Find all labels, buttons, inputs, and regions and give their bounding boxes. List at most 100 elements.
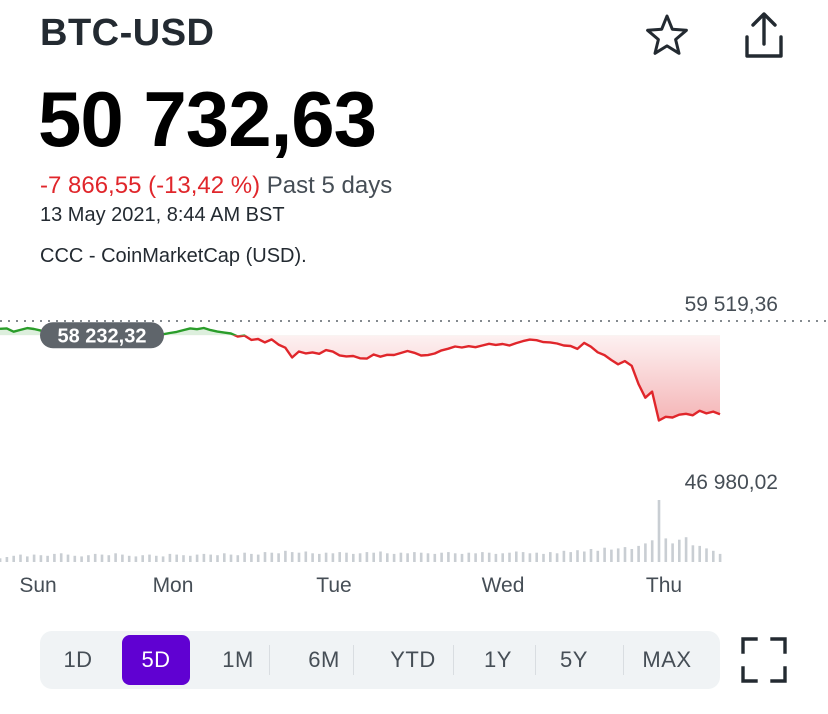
volume-bar [236, 555, 240, 562]
volume-bar [141, 555, 144, 562]
volume-bar [209, 554, 212, 562]
x-axis-label: Thu [646, 574, 682, 597]
range-separator [623, 645, 624, 675]
price-chart[interactable]: 58 232,32 59 519,36 46 980,02 Sun Mon Tue Wed T… [0, 280, 828, 610]
x-axis-label: Tue [316, 574, 351, 597]
volume-bar [684, 537, 688, 562]
volume-bar [66, 554, 70, 562]
volume-bar [718, 553, 722, 562]
range-tab-5d[interactable]: 5D [122, 635, 190, 685]
x-axis-label: Sun [19, 574, 56, 597]
volume-bar [5, 557, 9, 562]
volume-bar [521, 552, 525, 562]
volume-bar [623, 547, 627, 562]
volume-bar [32, 554, 36, 562]
volume-bar [352, 553, 355, 562]
share-icon [745, 12, 783, 58]
volume-bar [256, 554, 260, 562]
volume-bar [46, 555, 49, 562]
ticker-symbol: BTC-USD [40, 12, 215, 54]
volume-bar [73, 555, 77, 562]
volume-bar [467, 552, 471, 562]
volume-bar [318, 553, 321, 562]
volume-bar [358, 553, 362, 562]
volume-bar [379, 551, 382, 562]
volume-bar [712, 550, 715, 562]
volume-bar [399, 552, 403, 562]
volume-bar [195, 554, 199, 562]
range-tab-ytd[interactable]: YTD [390, 647, 436, 672]
volume-bar [657, 500, 661, 562]
volume-bar [705, 548, 708, 562]
price-area-below [0, 335, 720, 421]
price-change: -7 866,55 (-13,42 %) [40, 172, 261, 199]
volume-bar [338, 552, 341, 562]
volume-bar [100, 554, 104, 562]
price-chart-svg: 58 232,32 59 519,36 46 980,02 Sun Mon Tue Wed T… [0, 293, 828, 597]
volume-bar [671, 543, 674, 562]
volume-bar [386, 553, 389, 562]
share-button[interactable] [737, 8, 791, 62]
volume-bar [644, 543, 647, 562]
volume-bar [440, 552, 443, 562]
range-tab-max[interactable]: MAX [642, 647, 692, 672]
volume-bar [26, 556, 29, 562]
range-separator [535, 645, 536, 675]
volume-bar [304, 551, 308, 562]
add-to-watchlist-button[interactable] [640, 8, 694, 62]
volume-bar [155, 555, 158, 562]
volume-bar [406, 553, 409, 562]
volume-bar [610, 549, 613, 562]
range-separator [269, 645, 270, 675]
volume-bar [542, 553, 545, 562]
previous-close-label: 58 232,32 [58, 325, 147, 347]
volume-bar [460, 553, 464, 562]
volume-bar [345, 552, 348, 562]
volume-bar [589, 549, 593, 562]
fullscreen-button[interactable] [736, 632, 792, 688]
quote-timestamp: 13 May 2021, 8:44 AM BST [40, 204, 285, 226]
volume-bar [324, 552, 328, 562]
volume-bar [263, 552, 267, 562]
volume-bar [87, 555, 90, 562]
star-icon [646, 14, 688, 55]
volume-bar [80, 556, 83, 562]
x-axis-label: Wed [482, 574, 525, 597]
volume-bar [616, 548, 620, 562]
volume-bar [453, 553, 457, 562]
volume-bar [562, 550, 566, 562]
range-tab-1m[interactable]: 1M [222, 647, 254, 672]
range-tab-5y[interactable]: 5Y [560, 647, 588, 672]
volume-bar [216, 555, 219, 562]
current-price: 50 732,63 [38, 75, 377, 163]
volume-bar [528, 553, 532, 562]
volume-bar [487, 552, 491, 562]
volume-bar [413, 552, 416, 562]
volume-bar [290, 552, 294, 562]
volume-bar [583, 551, 586, 562]
range-tab-1y[interactable]: 1Y [484, 647, 512, 672]
volume-bar [161, 556, 165, 562]
volume-bar [365, 552, 369, 562]
range-tab-1d[interactable]: 1D [63, 647, 93, 672]
volume-bar [182, 555, 185, 562]
volume-bar [664, 538, 668, 562]
volume-bar [223, 553, 226, 562]
volume-bar [121, 554, 124, 562]
volume-bar [107, 555, 111, 562]
range-tab-6m[interactable]: 6M [308, 647, 340, 672]
volume-bar [12, 555, 15, 562]
volume-bar [372, 552, 375, 562]
volume-bar [311, 553, 314, 562]
volume-bar [284, 550, 287, 562]
price-area-above [0, 328, 235, 336]
volume-bar [555, 553, 559, 562]
volume-bar [331, 553, 335, 562]
volume-bar [59, 553, 63, 562]
low-label: 46 980,02 [685, 471, 778, 494]
volume-bar [250, 553, 253, 562]
change-period: Past 5 days [266, 172, 393, 199]
volume-bar [127, 555, 131, 562]
volume-bar [277, 553, 280, 562]
volume-bar [0, 558, 2, 562]
